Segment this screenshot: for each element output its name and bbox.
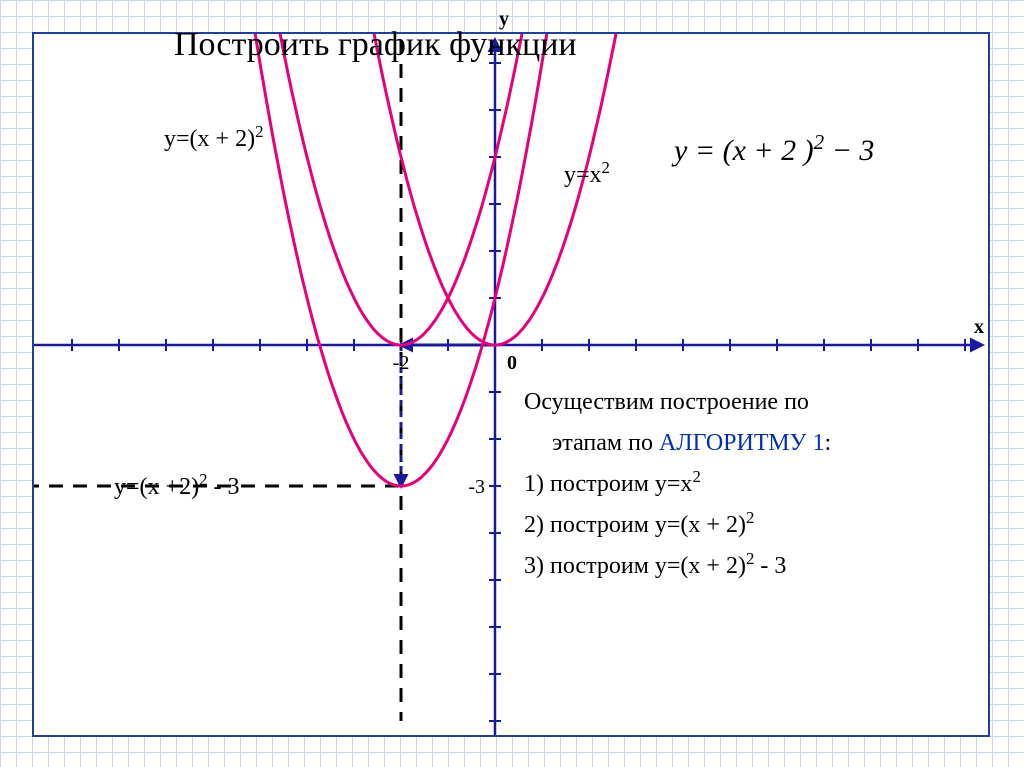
svg-text:-3: -3 (468, 476, 485, 498)
curve-label-yx2: y=x2 (564, 162, 610, 189)
step-1: 1) построим y=x2 (524, 471, 831, 498)
steps-intro-line1: Осуществим построение по (524, 389, 831, 416)
algorithm-steps: Осуществим построение по этапам по АЛГОР… (524, 389, 831, 594)
chart-frame: x0-2-3 Построить график функции y = (x +… (32, 32, 990, 737)
curve-label-shift2: y=(x +2)2 - 3 (114, 474, 239, 501)
chart-title: Построить график функции (174, 26, 577, 64)
curve-label-shift1: y=(x + 2)2 (164, 126, 263, 153)
step-2: 2) построим y=(x + 2)2 (524, 512, 831, 539)
main-formula: y = (x + 2 )2 − 3 (674, 134, 874, 168)
steps-intro-line2: этапам по АЛГОРИТМУ 1: (552, 430, 831, 457)
step-3: 3) построим y=(x + 2)2 - 3 (524, 553, 831, 580)
y-axis-label: y (499, 8, 509, 31)
svg-text:0: 0 (507, 352, 517, 374)
svg-text:-2: -2 (393, 352, 410, 374)
svg-text:x: x (974, 316, 984, 338)
